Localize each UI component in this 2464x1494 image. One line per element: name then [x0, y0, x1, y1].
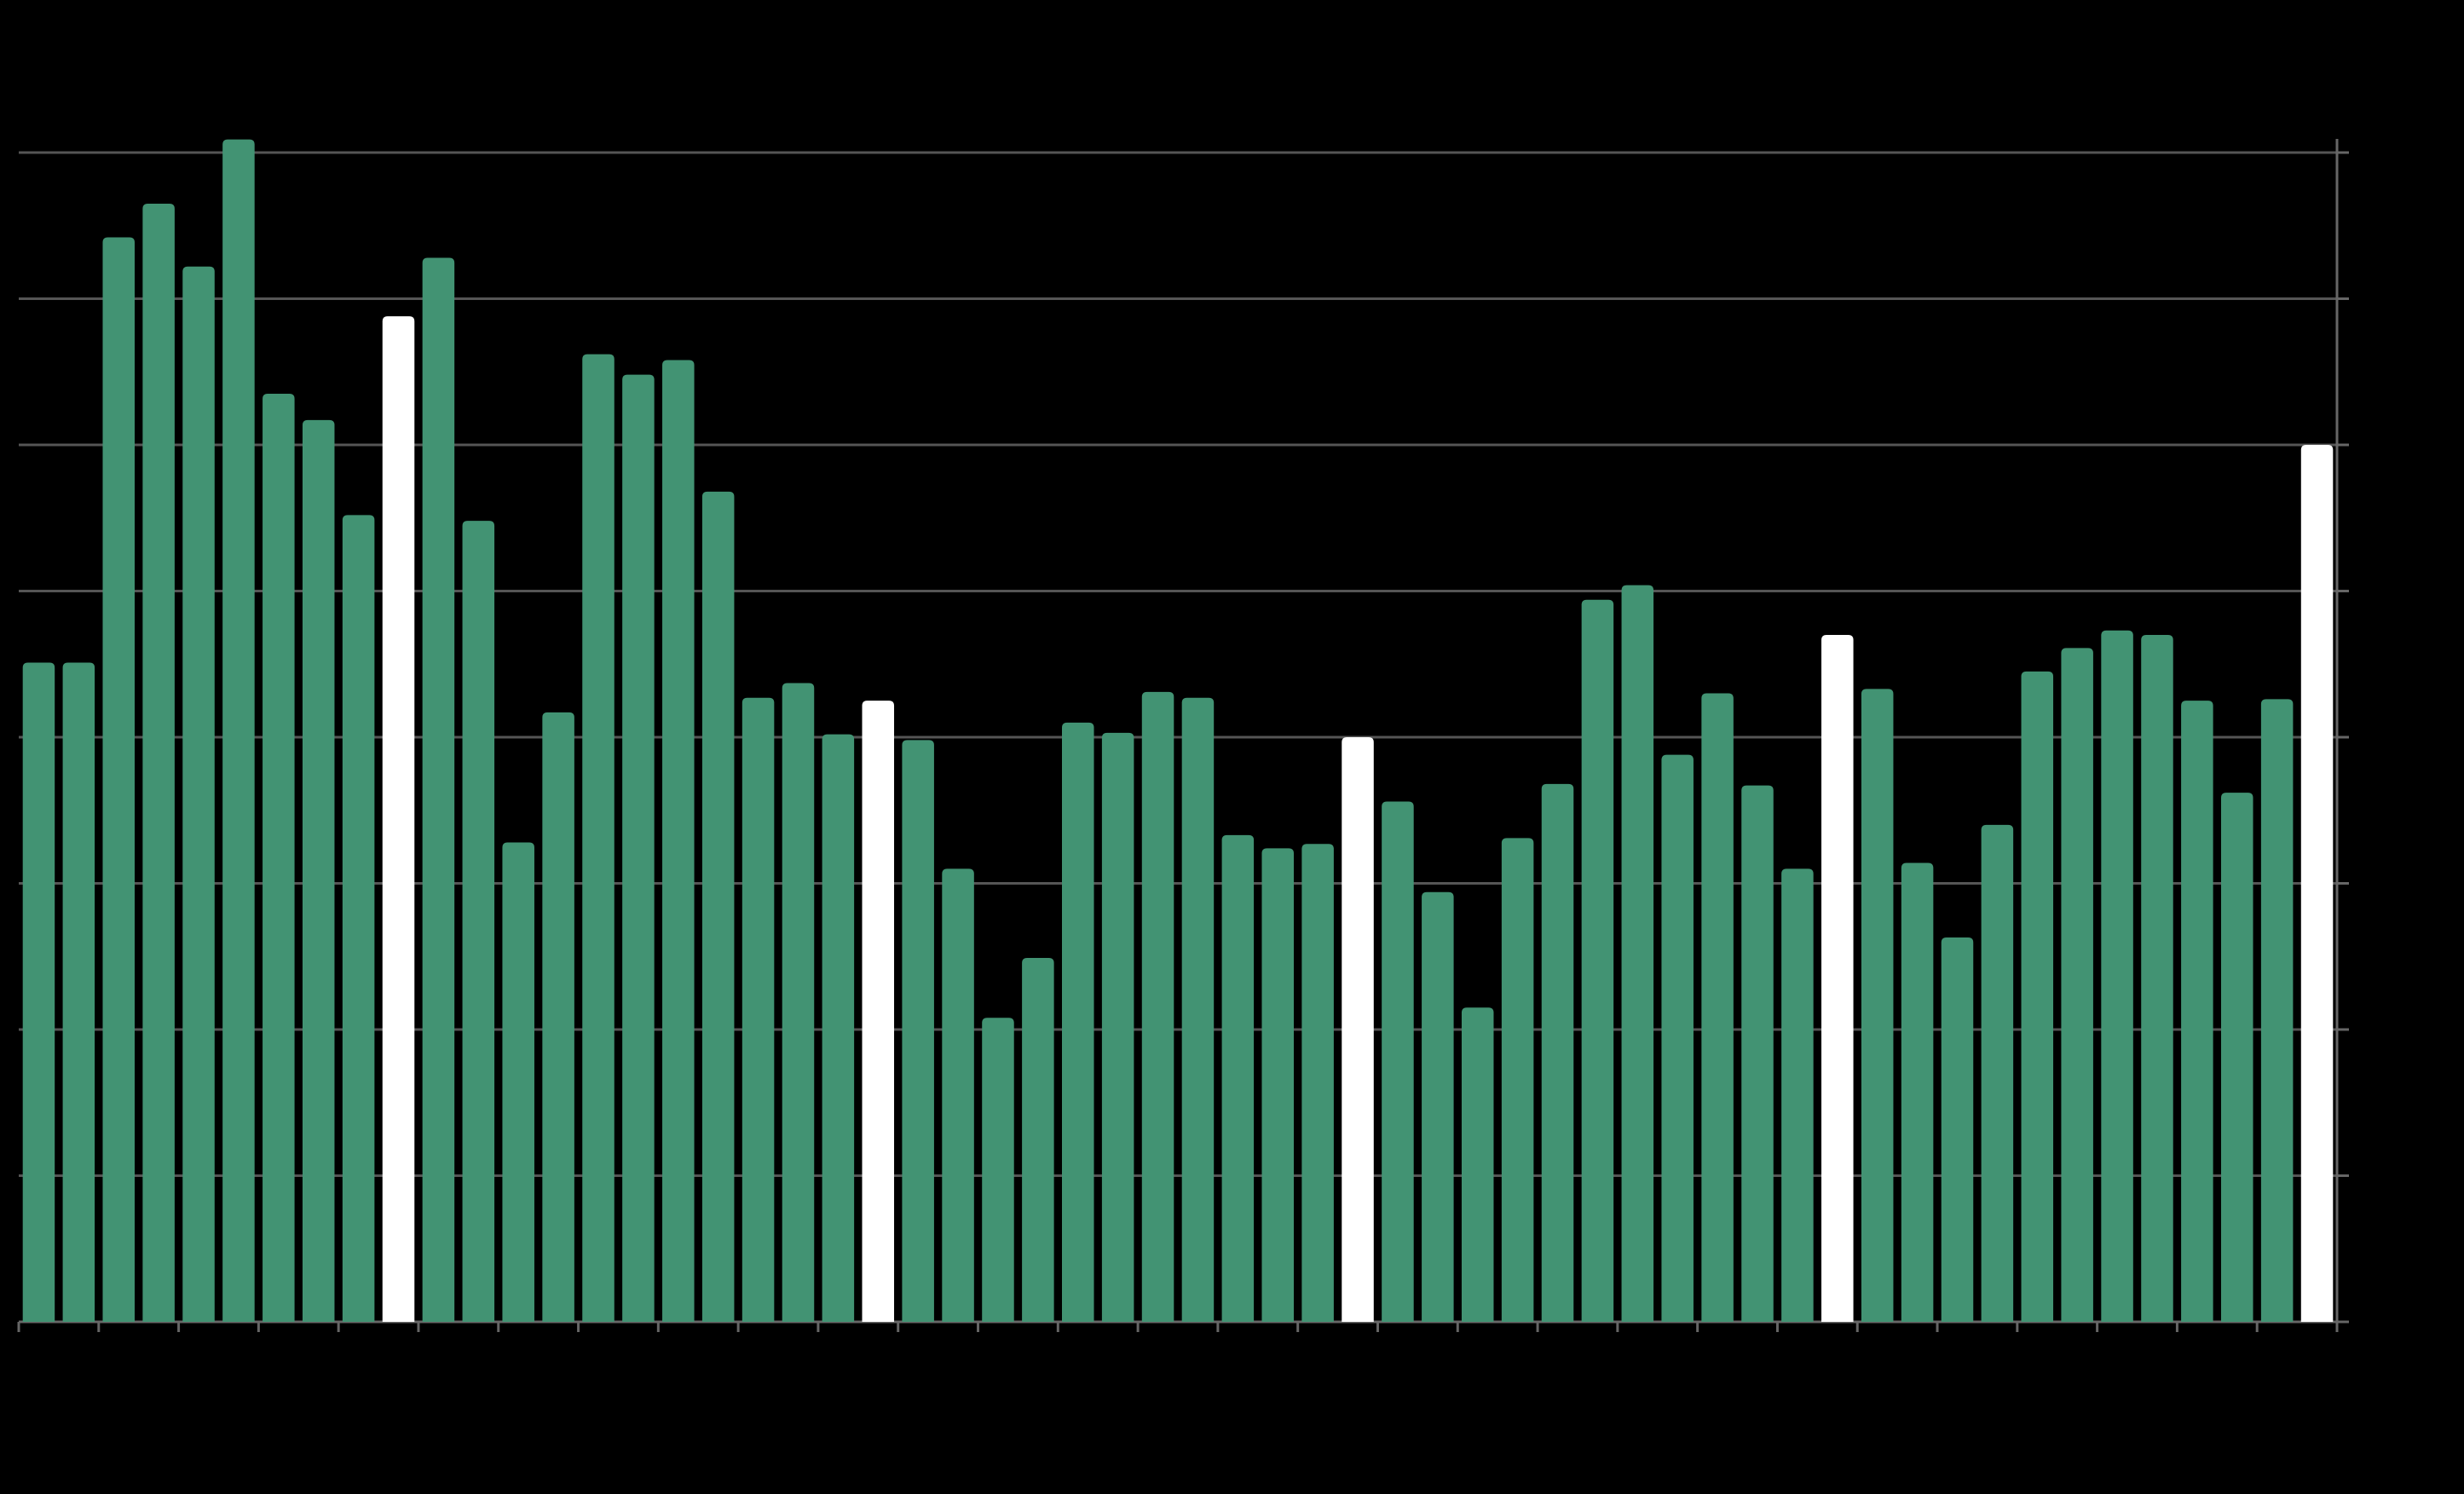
bar [982, 1018, 1014, 1322]
bar [1661, 754, 1694, 1322]
bar [2021, 671, 2054, 1322]
bar [1101, 732, 1134, 1322]
bar [462, 521, 495, 1322]
bar [2300, 445, 2334, 1322]
bar [1501, 838, 1534, 1322]
bar [1422, 891, 1454, 1322]
bar [2221, 793, 2253, 1322]
bar [2141, 634, 2173, 1322]
bar [2101, 630, 2133, 1322]
bar [1301, 844, 1334, 1322]
bar [782, 683, 815, 1322]
bar [2061, 648, 2093, 1322]
bar [263, 393, 295, 1323]
bar [1861, 689, 1894, 1322]
bar [142, 204, 175, 1322]
bar [1981, 824, 2014, 1322]
bar [1342, 737, 1374, 1322]
bar [1541, 783, 1574, 1322]
bar [1141, 691, 1174, 1322]
bar [1581, 599, 1614, 1322]
bar [1261, 848, 1294, 1322]
bar [22, 662, 55, 1322]
bar [862, 701, 895, 1322]
bar [1701, 693, 1734, 1322]
bar [1741, 785, 1774, 1322]
bar [2260, 699, 2294, 1322]
bar [302, 419, 335, 1323]
bar [1181, 697, 1215, 1322]
bar [1461, 1007, 1494, 1322]
bar [701, 491, 735, 1322]
bar [942, 868, 974, 1322]
bar [422, 257, 455, 1323]
bar [62, 662, 95, 1322]
bar [182, 266, 215, 1322]
bar [1062, 722, 1094, 1322]
bar [1022, 957, 1054, 1322]
bar [1781, 868, 1814, 1322]
bar [822, 734, 855, 1322]
bar [902, 740, 934, 1322]
bar [1901, 862, 1934, 1322]
bar [1221, 834, 1255, 1322]
bar [342, 515, 375, 1322]
bar [222, 139, 255, 1323]
bar [542, 712, 574, 1322]
bar [2181, 701, 2213, 1322]
bar [662, 360, 695, 1322]
bar [382, 316, 415, 1323]
bar [502, 842, 534, 1322]
bar [1382, 801, 1414, 1322]
bar [622, 374, 655, 1323]
bar [582, 354, 615, 1322]
bar [102, 237, 135, 1323]
bar [1821, 634, 1854, 1322]
bar [1621, 585, 1654, 1322]
bar [742, 697, 775, 1322]
bar [1941, 937, 1974, 1322]
